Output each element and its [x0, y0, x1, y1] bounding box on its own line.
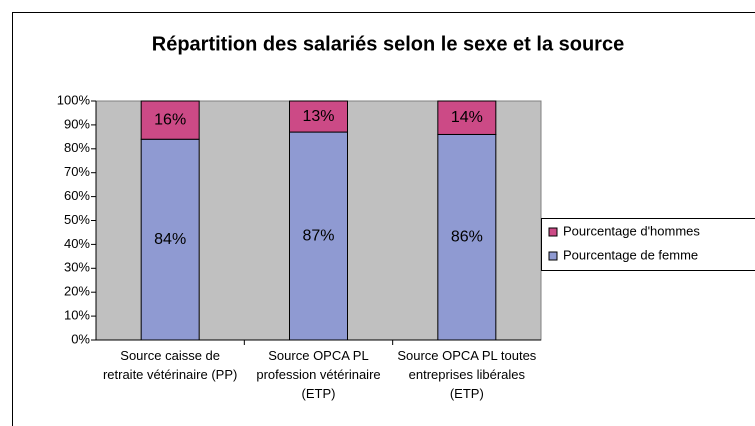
chart-title: Répartition des salariés selon le sexe e… — [152, 33, 624, 55]
x-tick-label: Source OPCA PL toutes entreprises libéra… — [397, 348, 537, 401]
data-label: 87% — [302, 227, 334, 244]
y-tick-label: 50% — [64, 212, 90, 227]
legend-box — [541, 218, 755, 271]
y-tick-label: 30% — [64, 260, 90, 275]
legend-swatch — [548, 251, 558, 261]
legend-swatch — [548, 227, 558, 237]
y-tick-label: 90% — [64, 116, 90, 131]
y-tick-label: 60% — [64, 188, 90, 203]
data-label: 14% — [451, 109, 483, 126]
y-tick-label: 80% — [64, 140, 90, 155]
y-tick-label: 40% — [64, 236, 90, 251]
data-label: 86% — [451, 228, 483, 245]
data-label: 84% — [154, 231, 186, 248]
y-tick-label: 100% — [57, 92, 91, 107]
legend-label: Pourcentage de femme — [563, 247, 698, 262]
y-tick-label: 0% — [71, 331, 90, 346]
bar-segment — [289, 100, 348, 133]
bar-segment — [289, 131, 348, 341]
bar-segment — [140, 138, 200, 341]
bar-segment — [437, 100, 497, 135]
y-tick-label: 70% — [64, 164, 90, 179]
x-tick-label: Source OPCA PL profession vétérinaire (E… — [256, 348, 381, 401]
bar-segment — [140, 100, 200, 140]
data-label: 16% — [154, 111, 186, 128]
data-label: 13% — [302, 108, 334, 125]
legend-label: Pourcentage d'hommes — [563, 223, 700, 238]
y-tick-label: 20% — [64, 284, 90, 299]
x-tick-label: Source caisse de retraite vétérinaire (P… — [102, 348, 238, 382]
y-tick-label: 10% — [64, 308, 90, 323]
